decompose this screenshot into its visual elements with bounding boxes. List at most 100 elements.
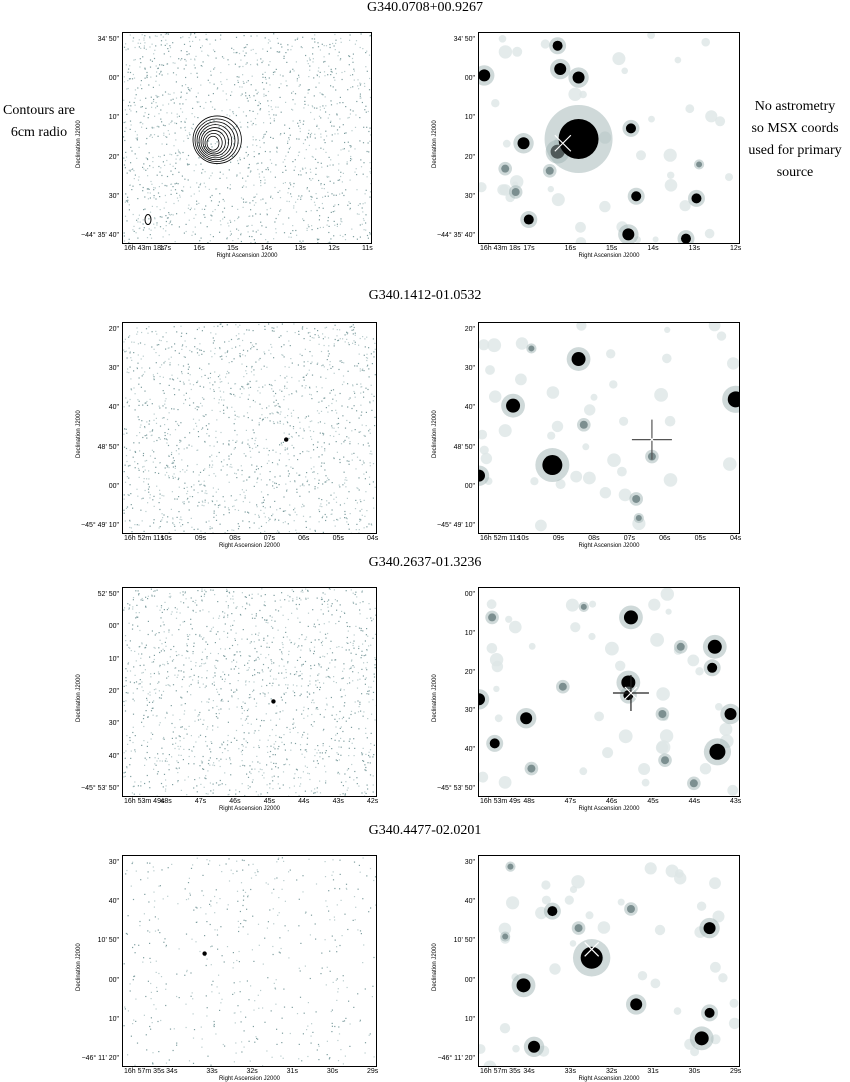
- row2-title: G340.1412-01.0532: [0, 288, 850, 304]
- x-tick-label: 34s: [166, 1068, 177, 1075]
- y-tick-label: 30": [109, 365, 119, 372]
- y-tick-label: 20": [109, 154, 119, 161]
- ir-star: [573, 72, 585, 84]
- ir-star: [517, 978, 531, 992]
- ir-star: [546, 167, 554, 175]
- y-axis-label: Declination J2000: [76, 410, 82, 458]
- x-tick-label: 17s: [160, 245, 171, 252]
- x-tick-label: 48s: [523, 798, 534, 805]
- y-tick-label: 40": [465, 404, 475, 411]
- x-tick-label: 32s: [606, 1068, 617, 1075]
- ir-star: [553, 41, 563, 51]
- y-tick-label: 20": [109, 326, 119, 333]
- ir-star: [501, 165, 509, 173]
- left-note-line1: Contours are: [0, 100, 78, 122]
- right-note-line4: source: [740, 162, 850, 184]
- x-tick-label: 16s: [193, 245, 204, 252]
- x-tick-label: 04s: [367, 535, 378, 542]
- ir-star: [624, 610, 638, 624]
- radio-contour: [199, 125, 232, 158]
- ir-star: [520, 712, 532, 724]
- x-tick-label: 46s: [606, 798, 617, 805]
- ir-star: [661, 756, 669, 764]
- x-tick-label: 16h 57m 35s: [480, 1068, 520, 1075]
- row1-radio-panel: [122, 32, 372, 244]
- right-note-line2: so MSX coords: [740, 118, 850, 140]
- ir-star: [705, 1008, 715, 1018]
- x-axis-label: Right Ascension J2000: [122, 806, 377, 812]
- x-tick-label: 15s: [606, 245, 617, 252]
- row4-radio-panel: [122, 855, 377, 1067]
- ir-star: [622, 228, 634, 240]
- x-tick-label: 32s: [247, 1068, 258, 1075]
- y-tick-label: −45° 53' 50": [437, 785, 475, 792]
- ir-star: [518, 137, 530, 149]
- ir-star: [572, 352, 586, 366]
- y-tick-label: 52' 50": [98, 591, 119, 598]
- y-tick-label: −45° 49' 10": [81, 522, 119, 529]
- x-tick-label: 45s: [264, 798, 275, 805]
- x-tick-label: 43s: [730, 798, 741, 805]
- radio-contour: [193, 116, 241, 164]
- ir-star: [707, 663, 717, 673]
- y-tick-label: 20": [465, 669, 475, 676]
- ir-star: [528, 1041, 540, 1053]
- x-tick-label: 31s: [287, 1068, 298, 1075]
- ir-star: [681, 234, 691, 244]
- y-tick-label: −45° 53' 50": [81, 785, 119, 792]
- x-tick-label: 09s: [195, 535, 206, 542]
- ir-star: [708, 640, 722, 654]
- x-tick-label: 12s: [328, 245, 339, 252]
- x-tick-label: 33s: [206, 1068, 217, 1075]
- x-axis-label: Right Ascension J2000: [478, 543, 740, 549]
- x-axis-label: Right Ascension J2000: [478, 806, 740, 812]
- right-note: No astrometry so MSX coords used for pri…: [740, 96, 850, 184]
- ir-star: [580, 421, 588, 429]
- ir-star: [581, 604, 587, 610]
- y-tick-label: −46° 11' 20": [82, 1055, 119, 1062]
- x-tick-label: 07s: [624, 535, 635, 542]
- ir-star: [631, 191, 641, 201]
- y-tick-label: 30": [465, 365, 475, 372]
- x-tick-label: 42s: [367, 798, 378, 805]
- row2-ir-panel: [478, 322, 740, 534]
- y-tick-label: −44° 35' 40": [437, 232, 475, 239]
- x-tick-label: 05s: [333, 535, 344, 542]
- y-tick-label: 10' 50": [98, 937, 119, 944]
- x-tick-label: 10s: [160, 535, 171, 542]
- y-tick-label: 30": [109, 859, 119, 866]
- y-tick-label: −44° 35' 40": [81, 232, 119, 239]
- ir-star: [696, 161, 702, 167]
- ir-map: [479, 323, 740, 534]
- radio-source: [202, 951, 206, 955]
- y-tick-label: 40": [109, 753, 119, 760]
- ir-star: [632, 495, 640, 503]
- left-note: Contours are 6cm radio: [0, 100, 78, 144]
- y-tick-label: 00": [465, 75, 475, 82]
- ir-star: [695, 1031, 709, 1045]
- y-tick-label: 20": [465, 154, 475, 161]
- x-tick-label: 43s: [333, 798, 344, 805]
- row1-title: G340.0708+00.9267: [0, 0, 850, 16]
- ir-star: [630, 998, 642, 1010]
- x-axis-label: Right Ascension J2000: [478, 253, 740, 259]
- x-tick-label: 16h 53m 49s: [480, 798, 520, 805]
- row3-ir-panel: [478, 587, 740, 797]
- ir-star: [502, 934, 508, 940]
- ir-map: [479, 33, 740, 244]
- y-tick-label: 10": [465, 1016, 475, 1023]
- y-tick-label: 30": [465, 707, 475, 714]
- x-tick-label: 47s: [565, 798, 576, 805]
- x-tick-label: 16s: [565, 245, 576, 252]
- y-axis-label: Declination J2000: [76, 674, 82, 722]
- x-tick-label: 29s: [367, 1068, 378, 1075]
- ir-star: [677, 643, 685, 651]
- x-tick-label: 30s: [327, 1068, 338, 1075]
- ir-star: [554, 63, 566, 75]
- radio-map: [123, 33, 372, 244]
- x-tick-label: 16h 53m 49s: [124, 798, 164, 805]
- ir-star: [626, 123, 636, 133]
- x-tick-label: 06s: [659, 535, 670, 542]
- ir-star: [691, 193, 701, 203]
- radio-map: [123, 856, 377, 1067]
